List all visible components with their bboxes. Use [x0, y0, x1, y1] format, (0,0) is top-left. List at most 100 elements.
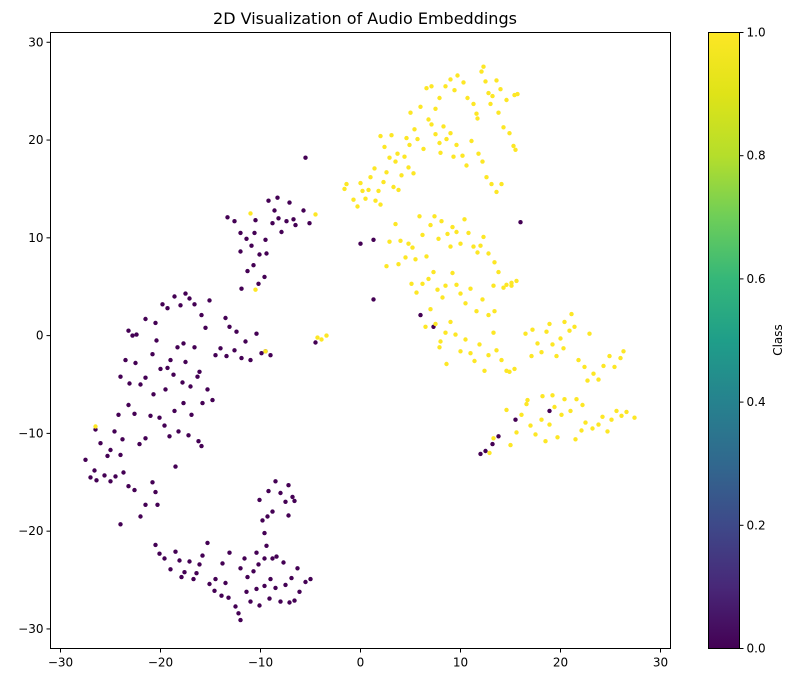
data-point-class-1: [403, 255, 408, 260]
x-tick-label: −30: [48, 656, 73, 670]
y-tick-label: 30: [28, 35, 43, 49]
data-point-class-1: [585, 378, 590, 383]
data-point-class-0: [187, 296, 192, 301]
data-point-class-1: [448, 77, 453, 82]
colorbar-label: Class: [771, 324, 785, 356]
data-point-class-1: [596, 422, 601, 427]
y-tick-label: −10: [18, 426, 43, 440]
data-point-class-1: [624, 409, 629, 415]
data-point-class-1: [438, 339, 443, 344]
data-point-class-0: [187, 559, 192, 564]
data-point-class-0: [102, 473, 107, 478]
data-point-class-1: [407, 142, 412, 148]
data-point-class-1: [477, 342, 482, 347]
data-point-class-0: [181, 341, 186, 346]
data-point-class-0: [194, 571, 199, 576]
data-point-class-1: [437, 345, 442, 350]
data-point-class-1: [481, 64, 486, 69]
data-point-class-1: [512, 366, 517, 372]
data-point-class-0: [307, 221, 312, 226]
data-point-class-0: [220, 561, 225, 566]
data-point-class-1: [619, 413, 624, 418]
data-point-class-1: [491, 436, 496, 441]
data-point-class-1: [387, 239, 392, 244]
data-point-class-0: [274, 554, 279, 559]
data-point-class-0: [218, 346, 223, 351]
data-point-class-1: [544, 329, 549, 334]
data-point-class-1: [499, 181, 504, 187]
data-point-class-1: [529, 353, 534, 359]
y-tick-label: 10: [28, 231, 43, 245]
data-point-class-1: [528, 423, 533, 428]
data-point-class-1: [378, 133, 383, 139]
data-point-class-0: [92, 468, 97, 473]
data-point-class-0: [254, 550, 259, 555]
data-point-class-1: [391, 184, 396, 190]
data-point-class-1: [480, 297, 485, 302]
data-point-class-1: [539, 350, 544, 355]
data-point-class-0: [126, 328, 131, 333]
data-point-class-0: [112, 429, 117, 434]
plot-frame: [50, 32, 671, 649]
data-point-class-0: [143, 502, 148, 507]
data-point-class-0: [191, 576, 196, 582]
data-point-class-1: [463, 337, 468, 342]
data-point-class-0: [133, 360, 138, 366]
data-point-class-0: [257, 497, 262, 503]
data-point-class-1: [458, 241, 463, 246]
data-point-class-0: [178, 303, 183, 308]
y-axis: −30 −20 −10 0 10 20 30: [18, 35, 51, 636]
data-point-class-0: [248, 357, 253, 363]
data-point-class-1: [632, 415, 637, 420]
data-point-class-0: [264, 251, 269, 256]
data-point-class-1: [574, 397, 579, 402]
data-point-class-0: [105, 453, 110, 459]
data-point-class-1: [462, 217, 467, 222]
data-point-class-1: [501, 285, 506, 290]
data-point-class-1: [486, 353, 491, 358]
data-point-class-0: [249, 243, 254, 248]
data-point-class-1: [507, 131, 512, 136]
data-point-class-1: [253, 287, 258, 292]
data-point-class-0: [150, 480, 155, 485]
data-point-class-0: [238, 230, 243, 236]
data-point-class-1: [547, 321, 552, 327]
data-point-class-1: [499, 357, 504, 363]
data-point-class-1: [576, 357, 581, 363]
data-point-class-1: [471, 101, 476, 107]
data-point-class-0: [132, 487, 137, 493]
data-point-class-1: [263, 349, 268, 354]
data-point-class-1: [378, 202, 383, 207]
data-point-class-1: [561, 346, 566, 351]
data-point-class-0: [257, 603, 262, 608]
data-point-class-0: [490, 441, 495, 447]
data-point-class-1: [366, 187, 371, 193]
data-point-class-1: [550, 342, 555, 347]
data-point-class-0: [157, 415, 162, 420]
data-point-class-0: [262, 530, 267, 536]
data-point-class-0: [173, 549, 178, 554]
data-point-class-1: [562, 319, 567, 325]
data-point-class-1: [562, 397, 567, 402]
data-point-class-1: [454, 282, 459, 287]
data-point-class-1: [344, 181, 349, 187]
data-point-class-0: [179, 574, 184, 580]
data-point-class-1: [486, 312, 491, 318]
data-point-class-1: [621, 349, 626, 354]
data-point-class-0: [287, 600, 292, 605]
data-point-class-1: [539, 417, 544, 422]
data-point-class-1: [492, 309, 497, 314]
data-point-class-1: [469, 138, 474, 144]
data-point-class-1: [579, 428, 584, 433]
data-point-class-1: [494, 348, 499, 353]
data-point-class-1: [583, 420, 588, 425]
data-point-class-0: [275, 195, 280, 200]
data-point-class-1: [399, 173, 404, 178]
data-point-class-0: [291, 217, 296, 222]
data-point-class-1: [433, 321, 438, 327]
data-point-class-0: [264, 543, 269, 548]
data-point-class-1: [507, 369, 512, 374]
x-tick-label: 30: [653, 656, 668, 670]
data-point-class-1: [572, 324, 577, 329]
data-point-class-1: [420, 281, 425, 286]
